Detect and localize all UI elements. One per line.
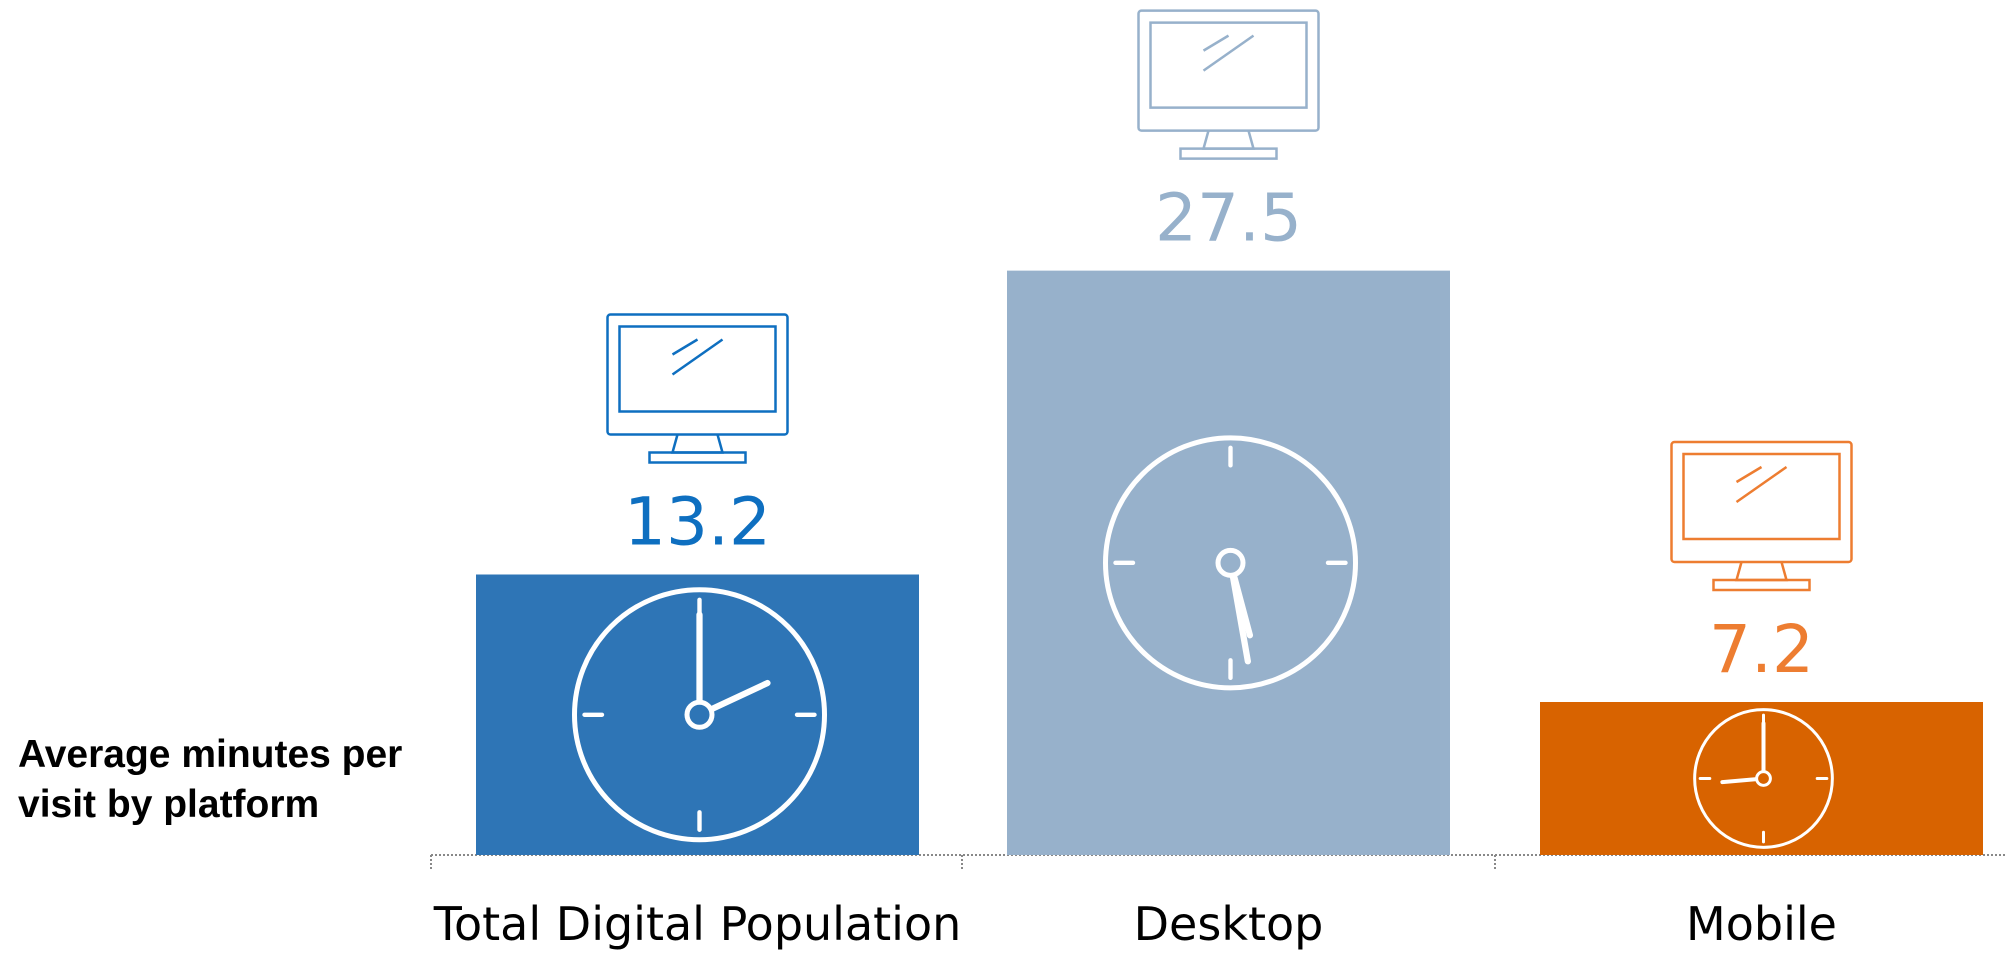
clock-face bbox=[1693, 708, 1834, 849]
glare bbox=[671, 338, 699, 356]
clock-center bbox=[1215, 547, 1246, 578]
value-label: 27.5 bbox=[1155, 180, 1302, 257]
value-label: 13.2 bbox=[624, 484, 771, 561]
glare bbox=[1202, 34, 1230, 52]
device-icon bbox=[1137, 9, 1320, 160]
clock-icon bbox=[1103, 435, 1358, 691]
stand bbox=[1201, 130, 1256, 150]
foot bbox=[1179, 147, 1278, 160]
glare bbox=[671, 338, 724, 376]
device-icon bbox=[1670, 440, 1853, 592]
glare bbox=[1202, 34, 1255, 72]
monitor bbox=[1137, 9, 1320, 132]
clock-icon bbox=[1693, 708, 1834, 849]
x-tick-label: Desktop bbox=[1134, 897, 1324, 951]
device-icon bbox=[606, 313, 789, 464]
monitor bbox=[606, 313, 789, 436]
screen bbox=[1149, 21, 1308, 109]
foot bbox=[648, 451, 747, 464]
clock-center bbox=[1755, 770, 1772, 787]
screen bbox=[618, 325, 777, 413]
value-label: 7.2 bbox=[1709, 611, 1814, 688]
screen bbox=[1682, 452, 1841, 541]
clock-hand bbox=[709, 679, 771, 712]
clock-face bbox=[1103, 435, 1358, 691]
bar bbox=[1007, 270, 1450, 855]
glare bbox=[1735, 465, 1788, 504]
stand bbox=[1734, 561, 1789, 582]
clock-face bbox=[572, 587, 827, 843]
glare bbox=[1735, 465, 1763, 484]
x-tick-label: Total Digital Population bbox=[433, 897, 962, 951]
clock-center bbox=[684, 699, 715, 730]
stand bbox=[670, 434, 725, 454]
x-tick-label: Mobile bbox=[1686, 897, 1837, 951]
monitor bbox=[1670, 440, 1853, 564]
clock-hand bbox=[1229, 574, 1251, 665]
clock-hand bbox=[1720, 777, 1758, 785]
clock-icon bbox=[572, 587, 827, 843]
foot bbox=[1712, 578, 1811, 592]
y-axis-label: Average minutes per visit by platform bbox=[18, 733, 403, 826]
